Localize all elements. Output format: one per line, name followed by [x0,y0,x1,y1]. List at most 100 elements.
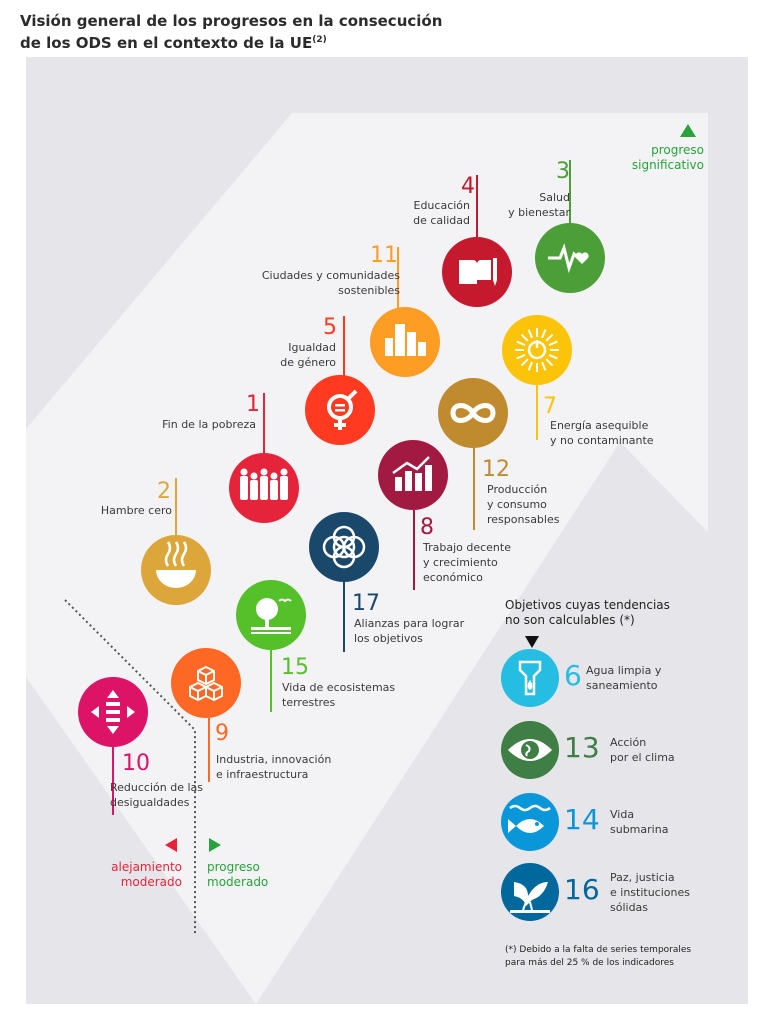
sdg-label-line: Acción [610,736,647,749]
sdg-circle [502,315,572,385]
non-calculable-heading: Objetivos cuyas tendencias no son calcula… [505,598,670,627]
sdg-circle [370,307,440,377]
sdg-label-line: Producción [487,483,548,496]
sdg-label-line: e instituciones [610,885,690,899]
triangle-down-icon [525,636,539,648]
sdg-label: Acción por el clima [610,735,675,765]
sdg-circle [378,440,448,510]
title-line-2: de los ODS en el contexto de la UE(2) [20,34,327,52]
sdg-label-line: de calidad [413,214,470,227]
sdg-label: Ciudades y comunidades sostenibles [230,268,400,298]
sdg-number: 17 [352,591,380,616]
sdg-label: Alianzas para lograr los objetivos [354,616,464,646]
sdg-circle [236,580,306,650]
sdg-number: 5 [323,315,337,340]
title-footnote-ref: (2) [312,35,327,45]
sdg-label: Hambre cero [60,503,172,518]
sdg-number: 6 [564,659,582,692]
sdg-number: 8 [420,515,434,540]
connector-line [397,247,399,310]
sdg-circle [501,721,559,779]
sdg-circle [501,649,559,707]
sdg-label-line: Paz, justicia [610,870,675,884]
connector-line [175,478,177,538]
sdg-label-line: de género [280,356,336,369]
triangle-right-icon [209,838,221,852]
sdg-label-line: Vida [610,808,635,821]
sdg-number: 10 [122,751,150,776]
dotted-divider [64,599,196,936]
sdg-label-line: Trabajo decente [423,541,511,554]
sdg-number: 1 [246,392,260,417]
sdg-number: 16 [564,873,600,906]
sdg-circle [78,677,148,747]
connector-line [536,385,538,440]
sdg-label-line: e infraestructura [216,768,309,781]
connector-line [343,316,345,378]
sdg-label: Paz, justicia e instituciones sólidas [610,870,690,915]
figure-title: Visión general de los progresos en la co… [20,12,442,53]
sdg-label-line: y no contaminante [550,434,654,447]
sdg-label: Reducción de las desigualdades [110,780,203,810]
connector-line [569,160,571,226]
connector-line [208,718,210,782]
sdg-label-line: terrestres [282,696,336,709]
sdg-label-line: Reducción de las [110,781,203,794]
sdg-number: 11 [370,243,398,268]
sdg-label-line: Salud [539,191,570,204]
sdg-label-line: económico [423,571,483,584]
triangle-up-icon [680,124,696,137]
sdg-label-line: y bienestar [508,206,570,219]
sdg-circle [501,863,559,921]
sdg-label-line: Ciudades y comunidades [261,269,400,282]
sdg-number: 13 [564,731,600,764]
sdg-number: 2 [157,479,171,504]
title-line-1: Visión general de los progresos en la co… [20,12,443,30]
sdg-label-line: Vida de ecosistemas [282,681,396,694]
sdg-label: Fin de la pobreza [130,417,256,432]
sdg-label: Vida submarina [610,807,668,837]
sdg-label-line: saneamiento [586,679,658,692]
legend-moderate-progress-label: progreso moderado [207,860,269,889]
sdg-number: 7 [543,394,557,419]
sdg-label-line: responsables [487,513,560,526]
sdg-circle [535,223,605,293]
sdg-label: Vida de ecosistemas terrestres [282,680,395,710]
connector-line [473,448,475,530]
sdg-label-line: Hambre cero [100,504,172,517]
legend-significant-label: progreso significativo [631,143,704,172]
sdg-circle [309,512,379,582]
sdg-label: Salud y bienestar [500,190,570,220]
sdg-label-line: Igualdad [288,341,336,354]
sdg-label: Trabajo decente y crecimiento económico [423,540,511,585]
sdg-label-line: Fin de la pobreza [162,418,256,431]
sdg-label-line: sólidas [610,900,649,914]
sdg-number: 9 [215,721,229,746]
sdg-label-line: Educación [413,199,471,212]
connector-line [112,747,114,815]
sdg-label-line: Alianzas para lograr [354,617,465,630]
sdg-label-line: Industria, innovación [216,753,332,766]
sdg-label-line: los objetivos [354,632,423,645]
connector-line [413,510,415,590]
sdg-label: Igualdad de género [255,340,336,370]
sdg-circle [442,237,512,307]
sdg-circle [438,378,508,448]
sdg-label: Producción y consumo responsables [487,482,559,527]
diagram-panel: 3 Salud y bienestar 4 Educación de calidad 11 C… [26,57,748,1004]
sdg-number: 14 [564,803,600,836]
sdg-label-line: submarina [610,823,669,836]
sdg-label-line: y crecimiento [423,556,498,569]
sdg-circle [229,453,299,523]
sdg-label: Educación de calidad [380,198,470,228]
sdg-circle [305,375,375,445]
triangle-left-icon [165,838,177,852]
sdg-number: 4 [461,174,475,199]
footnote: (*) Debido a la falta de series temporal… [505,945,692,968]
sdg-label: Industria, innovación e infraestructura [216,752,331,782]
sdg-number: 12 [482,457,510,482]
sdg-label-line: desigualdades [110,796,190,809]
sdg-label-line: Agua limpia y [586,664,662,677]
connector-line [343,582,345,652]
sdg-label-line: por el clima [610,751,675,764]
